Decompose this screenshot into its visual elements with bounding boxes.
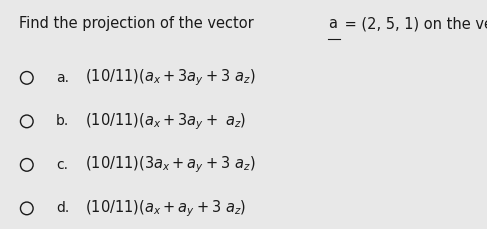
Text: d.: d. <box>56 201 69 215</box>
Text: a: a <box>328 16 337 31</box>
Text: $(10/11)(a_x + 3a_y + 3\ a_z)$: $(10/11)(a_x + 3a_y + 3\ a_z)$ <box>85 68 256 88</box>
Text: $(10/11)(a_x + 3a_y +\ a_z)$: $(10/11)(a_x + 3a_y +\ a_z)$ <box>85 111 246 132</box>
Text: = (2, 5, 1) on the vector: = (2, 5, 1) on the vector <box>340 16 487 31</box>
Text: $(10/11)(3a_x + a_y + 3\ a_z)$: $(10/11)(3a_x + a_y + 3\ a_z)$ <box>85 155 256 175</box>
Text: a.: a. <box>56 71 69 85</box>
Text: $(10/11)(a_x + a_y + 3\ a_z)$: $(10/11)(a_x + a_y + 3\ a_z)$ <box>85 198 246 219</box>
Text: c.: c. <box>56 158 68 172</box>
Text: Find the projection of the vector: Find the projection of the vector <box>19 16 259 31</box>
Text: b.: b. <box>56 114 69 128</box>
